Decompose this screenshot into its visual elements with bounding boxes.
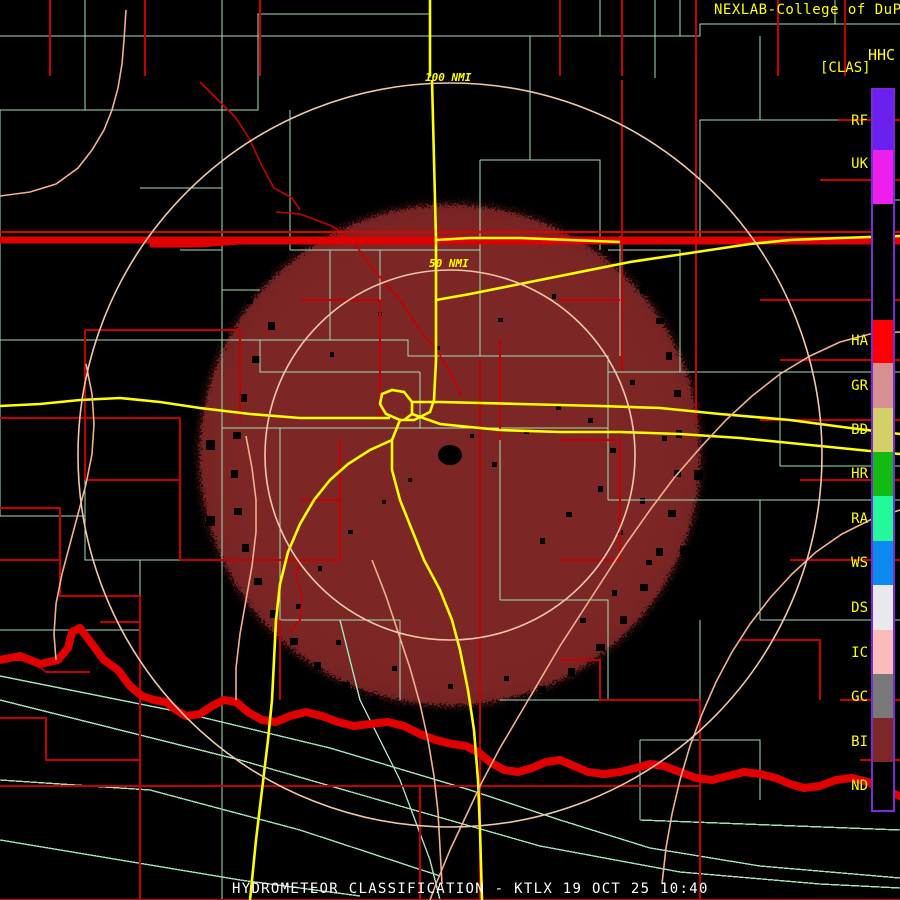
colorbar-segment-3 <box>873 320 893 363</box>
colorbar-segment-0 <box>873 90 893 150</box>
range-ring-100-label: 100 NMI <box>425 71 472 84</box>
colorbar-segment-8 <box>873 541 893 585</box>
colorbar-segment-6 <box>873 452 893 496</box>
colorbar-segment-11 <box>873 674 893 718</box>
colorbar-segment-9 <box>873 585 893 630</box>
colorbar-label-uk: UK <box>851 156 868 172</box>
colorbar-label-ic: IC <box>851 645 868 661</box>
colorbar-label-hr: HR <box>851 466 868 482</box>
colorbar-segment-12 <box>873 718 893 762</box>
range-ring-100 <box>77 82 823 828</box>
hhc-colorbar[interactable] <box>871 88 895 812</box>
range-ring-50 <box>264 269 636 641</box>
colorbar-segment-7 <box>873 496 893 541</box>
colorbar-label-rf: RF <box>851 113 868 129</box>
product-caption: HYDROMETEOR CLASSIFICATION - KTLX 19 OCT… <box>232 881 709 897</box>
colorbar-label-ra: RA <box>851 511 868 527</box>
colorbar-label-gr: GR <box>851 378 868 394</box>
colorbar-label-bi: BI <box>851 734 868 750</box>
colorbar-segment-10 <box>873 630 893 674</box>
colorbar-segment-4 <box>873 363 893 408</box>
colorbar-label-nd: ND <box>851 778 868 794</box>
colorbar-segment-1 <box>873 150 893 204</box>
colorbar-segment-5 <box>873 408 893 452</box>
colorbar-segment-13 <box>873 762 893 810</box>
colorbar-label-ds: DS <box>851 600 868 616</box>
colorbar-segment-2 <box>873 204 893 320</box>
colorbar-label-ha: HA <box>851 333 868 349</box>
colorbar-label-gc: GC <box>851 689 868 705</box>
radar-site-marker[interactable] <box>439 447 461 465</box>
product-code-label: [CLAS] <box>820 60 871 76</box>
colorbar-label-ws: WS <box>851 555 868 571</box>
branding-label: NEXLAB-College of DuPage <box>714 2 900 18</box>
range-ring-50-label: 50 NMI <box>429 257 469 270</box>
colorbar-label-bd: BD <box>851 422 868 438</box>
product-abbrev-label: HHC <box>868 46 896 64</box>
